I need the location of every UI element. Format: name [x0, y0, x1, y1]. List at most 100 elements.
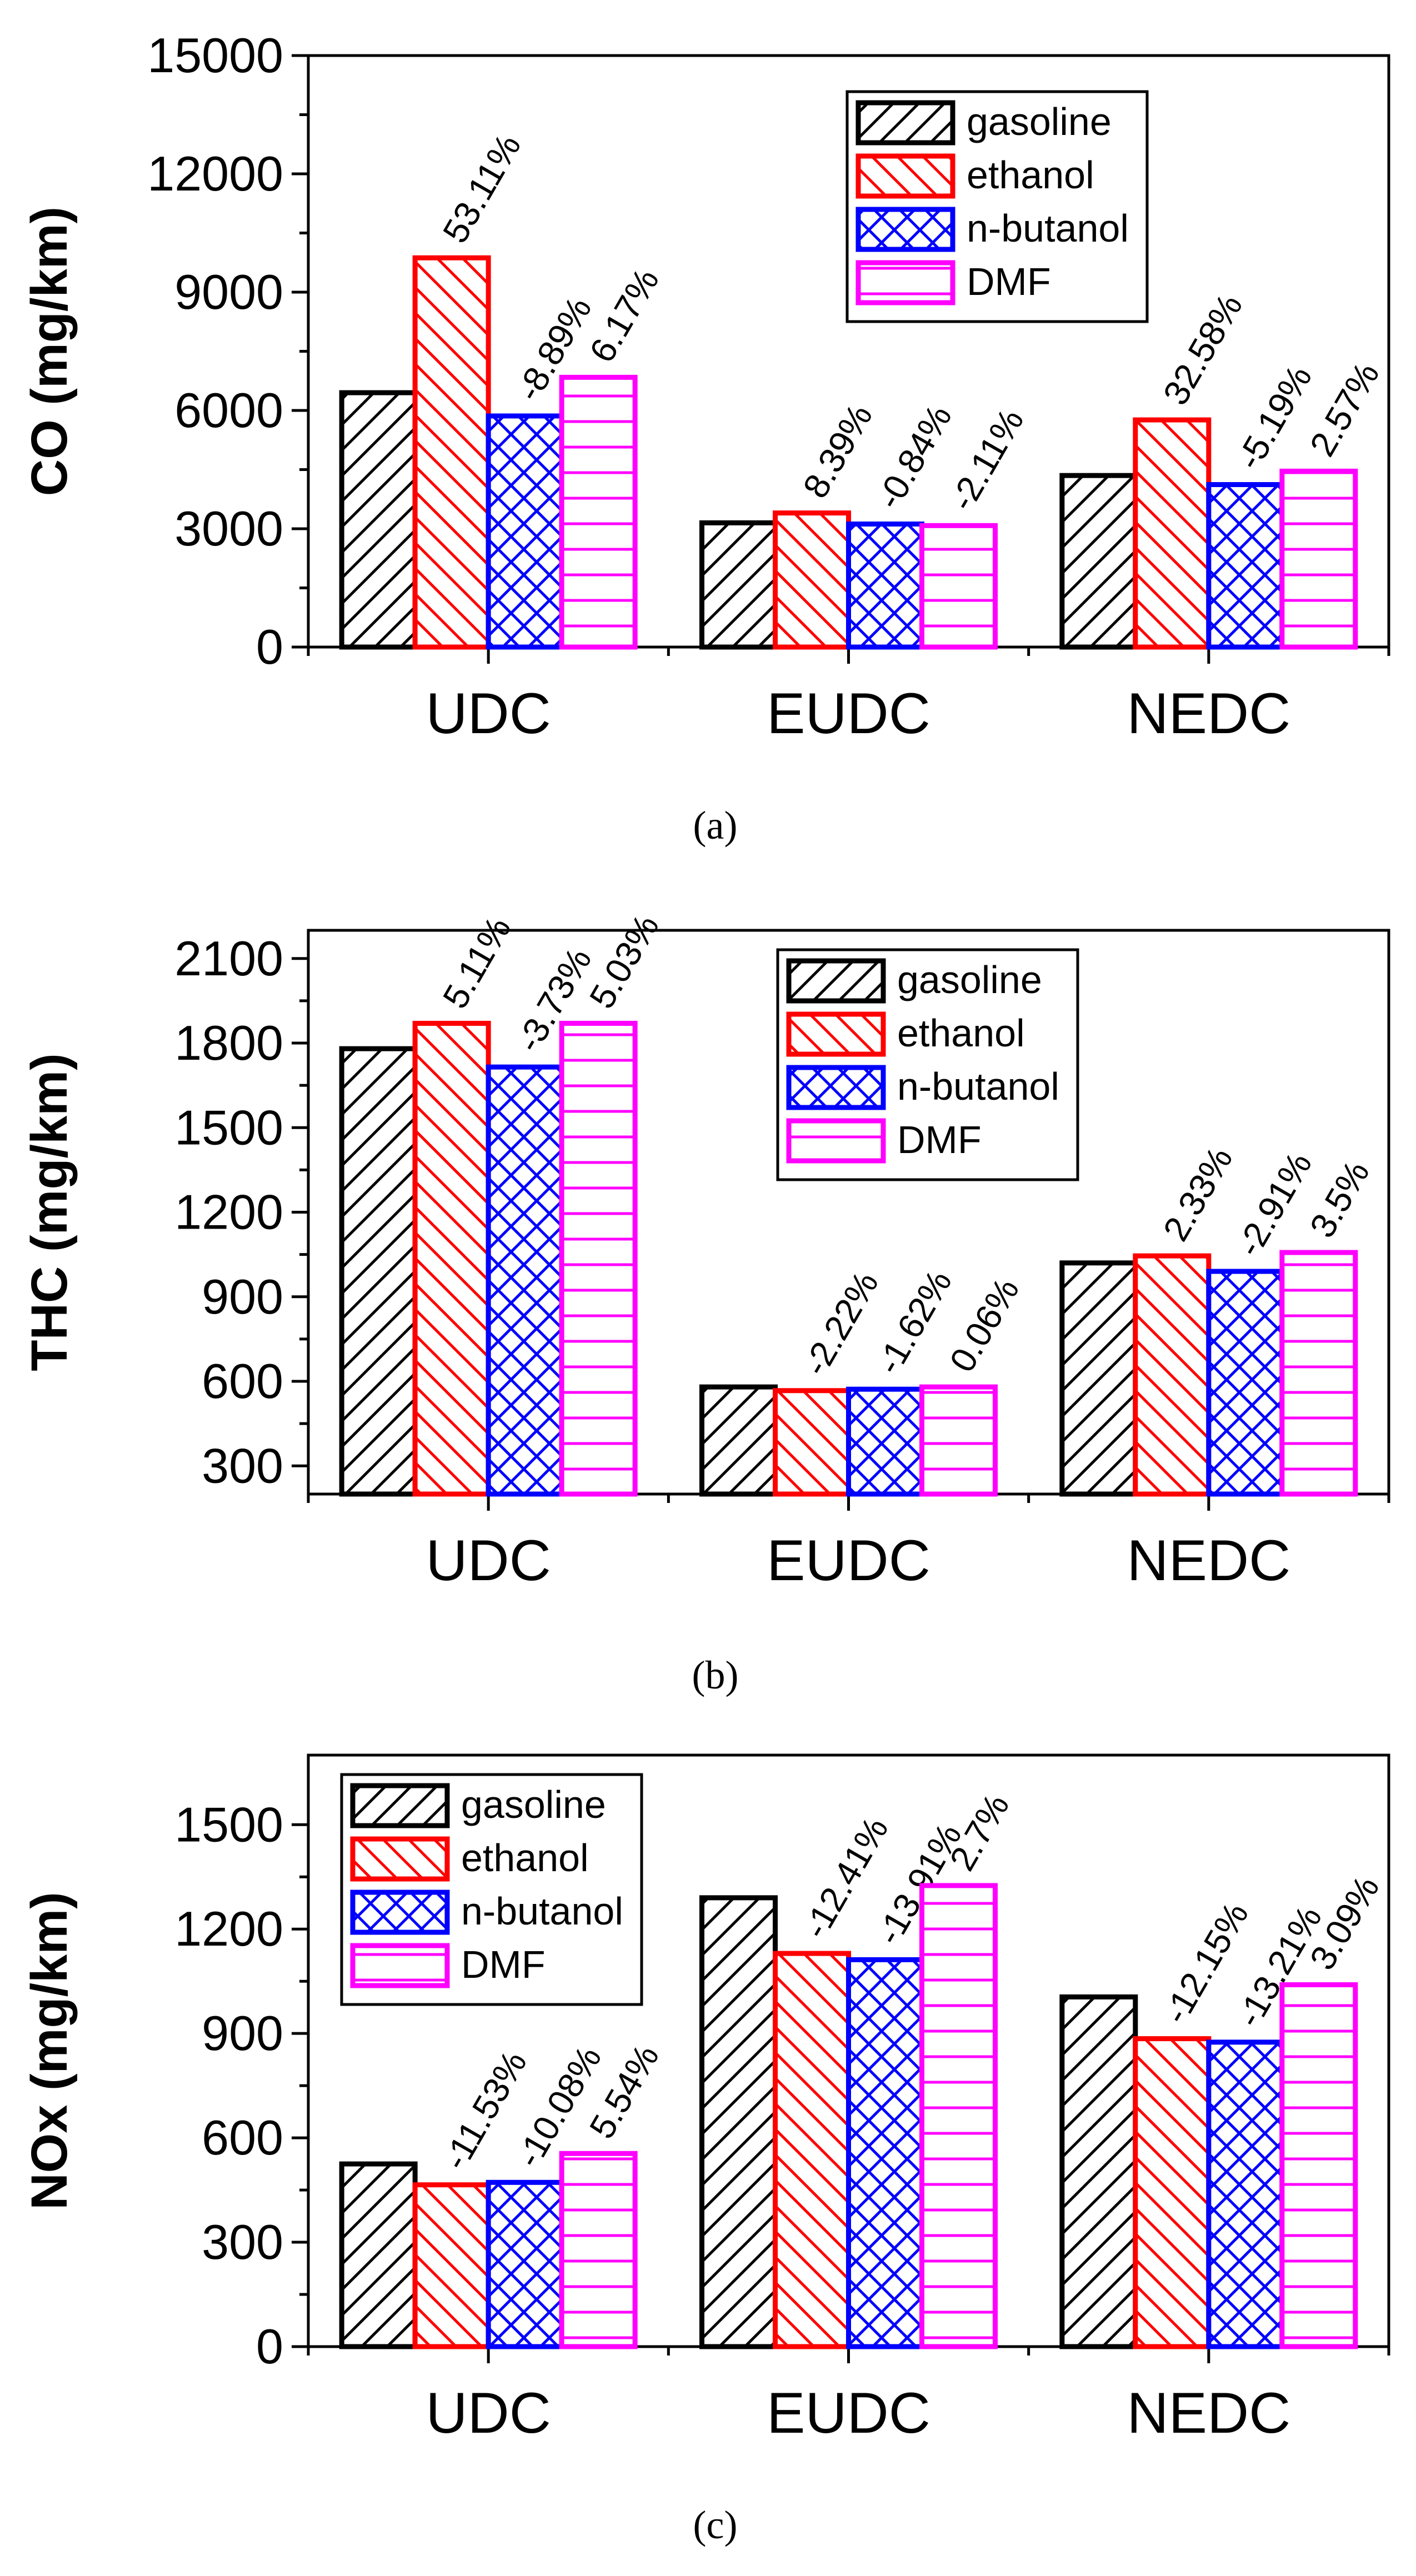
- legend-swatch-gasoline: [350, 1783, 450, 1828]
- legend-label-ethanol: ethanol: [461, 1836, 589, 1880]
- bar-dmf-eudc: [919, 1384, 998, 1497]
- bar-dmf-nedc: [1279, 468, 1358, 650]
- legend-swatch-ethanol: [350, 1836, 450, 1882]
- bar-n-butanol-eudc: [846, 1386, 924, 1497]
- legend-label-ethanol: ethanol: [967, 153, 1094, 197]
- y-tick-label: 9000: [174, 264, 283, 319]
- bar-gasoline-eudc: [699, 520, 778, 650]
- y-tick-label: 1200: [174, 1901, 283, 1956]
- panel-caption: (c): [693, 2503, 738, 2547]
- y-tick-label: 3000: [174, 501, 283, 556]
- y-tick-label: 0: [256, 619, 283, 674]
- legend-swatch-ethanol: [855, 153, 955, 199]
- legend-swatch-dmf: [786, 1118, 886, 1164]
- y-tick-label: 900: [202, 1269, 283, 1324]
- bar-dmf-udc: [559, 374, 638, 650]
- bar-gasoline-nedc: [1059, 1994, 1138, 2349]
- y-tick-label: 300: [202, 2214, 283, 2269]
- y-tick-label: 15000: [147, 28, 283, 83]
- legend: gasoline ethanol n-butanol DMF: [845, 90, 1149, 323]
- x-tick-label-nedc: NEDC: [1127, 2381, 1290, 2445]
- y-tick-label: 6000: [174, 383, 283, 438]
- bar-gasoline-nedc: [1059, 473, 1138, 650]
- bar-n-butanol-udc: [486, 1064, 564, 1497]
- legend-swatch-gasoline: [855, 100, 955, 146]
- legend-swatch-ethanol: [786, 1011, 886, 1057]
- x-tick-label-udc: UDC: [426, 2381, 551, 2445]
- data-label-ethanol-udc: 5.11%: [435, 910, 519, 1015]
- x-tick-label-udc: UDC: [426, 1528, 551, 1593]
- legend-label-dmf: DMF: [897, 1118, 982, 1161]
- y-tick-label: 600: [202, 2110, 283, 2165]
- data-label-ethanol-eudc: 8.39%: [795, 397, 880, 504]
- bar-dmf-udc: [559, 2151, 638, 2349]
- y-tick-label: 1500: [174, 1797, 283, 1852]
- bar-gasoline-udc: [339, 1046, 418, 1497]
- bar-ethanol-nedc: [1133, 1253, 1212, 1497]
- bar-gasoline-eudc: [699, 1384, 778, 1497]
- legend-swatch-n-butanol: [786, 1065, 886, 1110]
- bar-gasoline-eudc: [699, 1895, 778, 2349]
- legend-label-dmf: DMF: [967, 260, 1051, 303]
- bar-gasoline-udc: [339, 2161, 418, 2349]
- x-tick-label-eudc: EUDC: [767, 1528, 930, 1593]
- y-tick-label: 1500: [174, 1100, 283, 1155]
- legend-swatch-dmf: [855, 260, 955, 305]
- bar-n-butanol-nedc: [1206, 482, 1285, 650]
- legend-label-ethanol: ethanol: [897, 1011, 1025, 1055]
- data-label-n-butanol-eudc: -1.62%: [868, 1264, 959, 1381]
- bar-ethanol-nedc: [1133, 2036, 1212, 2349]
- y-tick-label: 1800: [174, 1015, 283, 1070]
- bar-ethanol-udc: [412, 2182, 491, 2349]
- bar-n-butanol-eudc: [846, 521, 924, 650]
- data-label-ethanol-nedc: 32.58%: [1155, 287, 1250, 412]
- bar-ethanol-nedc: [1133, 417, 1212, 650]
- data-label-n-butanol-nedc: -2.91%: [1229, 1145, 1320, 1263]
- bar-dmf-udc: [559, 1020, 638, 1497]
- y-axis-label: THC (mg/km): [21, 1053, 78, 1371]
- legend-swatch-dmf: [350, 1943, 450, 1988]
- bar-ethanol-eudc: [773, 1388, 851, 1497]
- data-label-ethanol-nedc: 2.33%: [1155, 1140, 1240, 1247]
- bar-ethanol-eudc: [773, 510, 851, 650]
- legend: gasoline ethanol n-butanol DMF: [340, 1773, 643, 2006]
- bar-dmf-nedc: [1279, 1982, 1358, 2349]
- legend-swatch-n-butanol: [855, 207, 955, 252]
- chart-panel-2: 300 600 900 1200 1500 1800 2100 THC (mg/km) UDC 5…: [21, 908, 1390, 1697]
- data-label-ethanol-udc: 53.11%: [435, 127, 529, 249]
- y-tick-label: 1200: [174, 1185, 283, 1240]
- x-tick-label-eudc: EUDC: [767, 681, 930, 746]
- bar-n-butanol-udc: [486, 413, 564, 650]
- bar-ethanol-eudc: [773, 1951, 851, 2349]
- y-axis-label: NOx (mg/km): [21, 1892, 78, 2210]
- legend-label-dmf: DMF: [461, 1943, 546, 1986]
- legend-swatch-gasoline: [786, 958, 886, 1004]
- y-axis-label: CO (mg/km): [21, 207, 78, 496]
- panel-caption: (b): [692, 1653, 739, 1697]
- y-tick-label: 900: [202, 2006, 283, 2061]
- y-tick-label: 300: [202, 1438, 283, 1493]
- bar-n-butanol-udc: [486, 2179, 564, 2349]
- legend-label-gasoline: gasoline: [897, 958, 1042, 1001]
- y-tick-label: 0: [256, 2319, 283, 2374]
- chart-panel-1: 0 3000 6000 9000 12000 15000 CO (mg/km) UDC 53.1…: [21, 28, 1390, 848]
- bar-ethanol-udc: [412, 1020, 491, 1497]
- x-tick-label-nedc: NEDC: [1127, 1528, 1290, 1593]
- legend-label-gasoline: gasoline: [967, 100, 1112, 143]
- data-label-n-butanol-nedc: -5.19%: [1229, 359, 1320, 477]
- bar-n-butanol-nedc: [1206, 1269, 1285, 1497]
- data-label-ethanol-eudc: -2.22%: [795, 1265, 886, 1382]
- x-tick-label-nedc: NEDC: [1127, 681, 1290, 746]
- bar-dmf-eudc: [919, 1883, 998, 2349]
- x-tick-label-eudc: EUDC: [767, 2381, 930, 2445]
- y-tick-label: 12000: [147, 146, 283, 201]
- bar-gasoline-udc: [339, 390, 418, 650]
- y-tick-label: 600: [202, 1354, 283, 1409]
- x-tick-label-udc: UDC: [426, 681, 551, 746]
- bar-n-butanol-eudc: [846, 1957, 924, 2349]
- bar-gasoline-nedc: [1059, 1260, 1138, 1497]
- legend-label-n-butanol: n-butanol: [967, 207, 1129, 250]
- bar-dmf-eudc: [919, 523, 998, 650]
